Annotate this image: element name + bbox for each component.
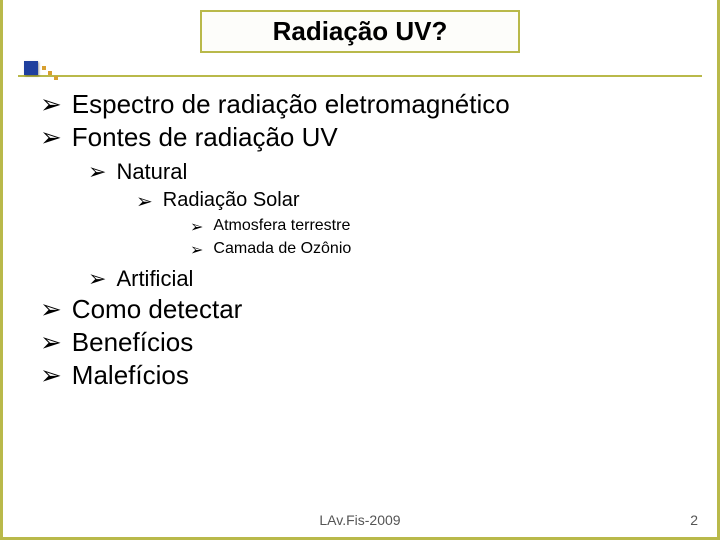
bullet-level3: ➢ Radiação Solar xyxy=(136,189,702,214)
bullet-icon: ➢ xyxy=(40,122,62,153)
bullet-icon: ➢ xyxy=(40,327,62,358)
bullet-level4: ➢ Atmosfera terrestre xyxy=(190,217,702,237)
dot-icon xyxy=(48,71,52,75)
title-box: Radiação UV? xyxy=(200,10,520,53)
bullet-icon: ➢ xyxy=(88,266,106,292)
bullet-text: Fontes de radiação UV xyxy=(72,122,338,153)
footer-text: LAv.Fis-2009 xyxy=(0,512,720,528)
bullet-level1: ➢ Benefícios xyxy=(40,327,702,358)
bullet-text: Camada de Ozônio xyxy=(213,240,351,258)
bullet-text: Como detectar xyxy=(72,294,243,325)
bullet-icon: ➢ xyxy=(88,159,106,185)
bullet-level1: ➢ Malefícios xyxy=(40,360,702,391)
bullet-icon: ➢ xyxy=(190,240,203,260)
bullet-level1: ➢ Como detectar xyxy=(40,294,702,325)
page-number: 2 xyxy=(690,512,698,528)
bullet-icon: ➢ xyxy=(40,294,62,325)
bullet-text: Benefícios xyxy=(72,327,193,358)
slide: Radiação UV? ➢ Espectro de radiação elet… xyxy=(0,0,720,540)
bullet-level2: ➢ Natural xyxy=(88,159,702,185)
bullet-level1: ➢ Espectro de radiação eletromagnético xyxy=(40,89,702,120)
bullet-text: Atmosfera terrestre xyxy=(213,217,350,235)
bullet-level1: ➢ Fontes de radiação UV xyxy=(40,122,702,153)
bullet-icon: ➢ xyxy=(40,89,62,120)
bullet-text: Natural xyxy=(116,159,187,185)
bullet-icon: ➢ xyxy=(136,189,153,214)
bullet-text: Espectro de radiação eletromagnético xyxy=(72,89,510,120)
divider-line xyxy=(18,75,702,77)
corner-square-icon xyxy=(24,61,38,75)
content-area: ➢ Espectro de radiação eletromagnético ➢… xyxy=(18,89,702,391)
dot-icon xyxy=(54,76,58,80)
bullet-level4: ➢ Camada de Ozônio xyxy=(190,240,702,260)
bullet-text: Artificial xyxy=(116,266,193,292)
bullet-icon: ➢ xyxy=(190,217,203,237)
border-left xyxy=(0,0,3,540)
bullet-text: Malefícios xyxy=(72,360,189,391)
slide-title: Radiação UV? xyxy=(273,16,448,46)
bullet-text: Radiação Solar xyxy=(163,189,300,212)
bullet-level2: ➢ Artificial xyxy=(88,266,702,292)
bullet-icon: ➢ xyxy=(40,360,62,391)
divider xyxy=(18,61,702,79)
dot-icon xyxy=(42,66,46,70)
